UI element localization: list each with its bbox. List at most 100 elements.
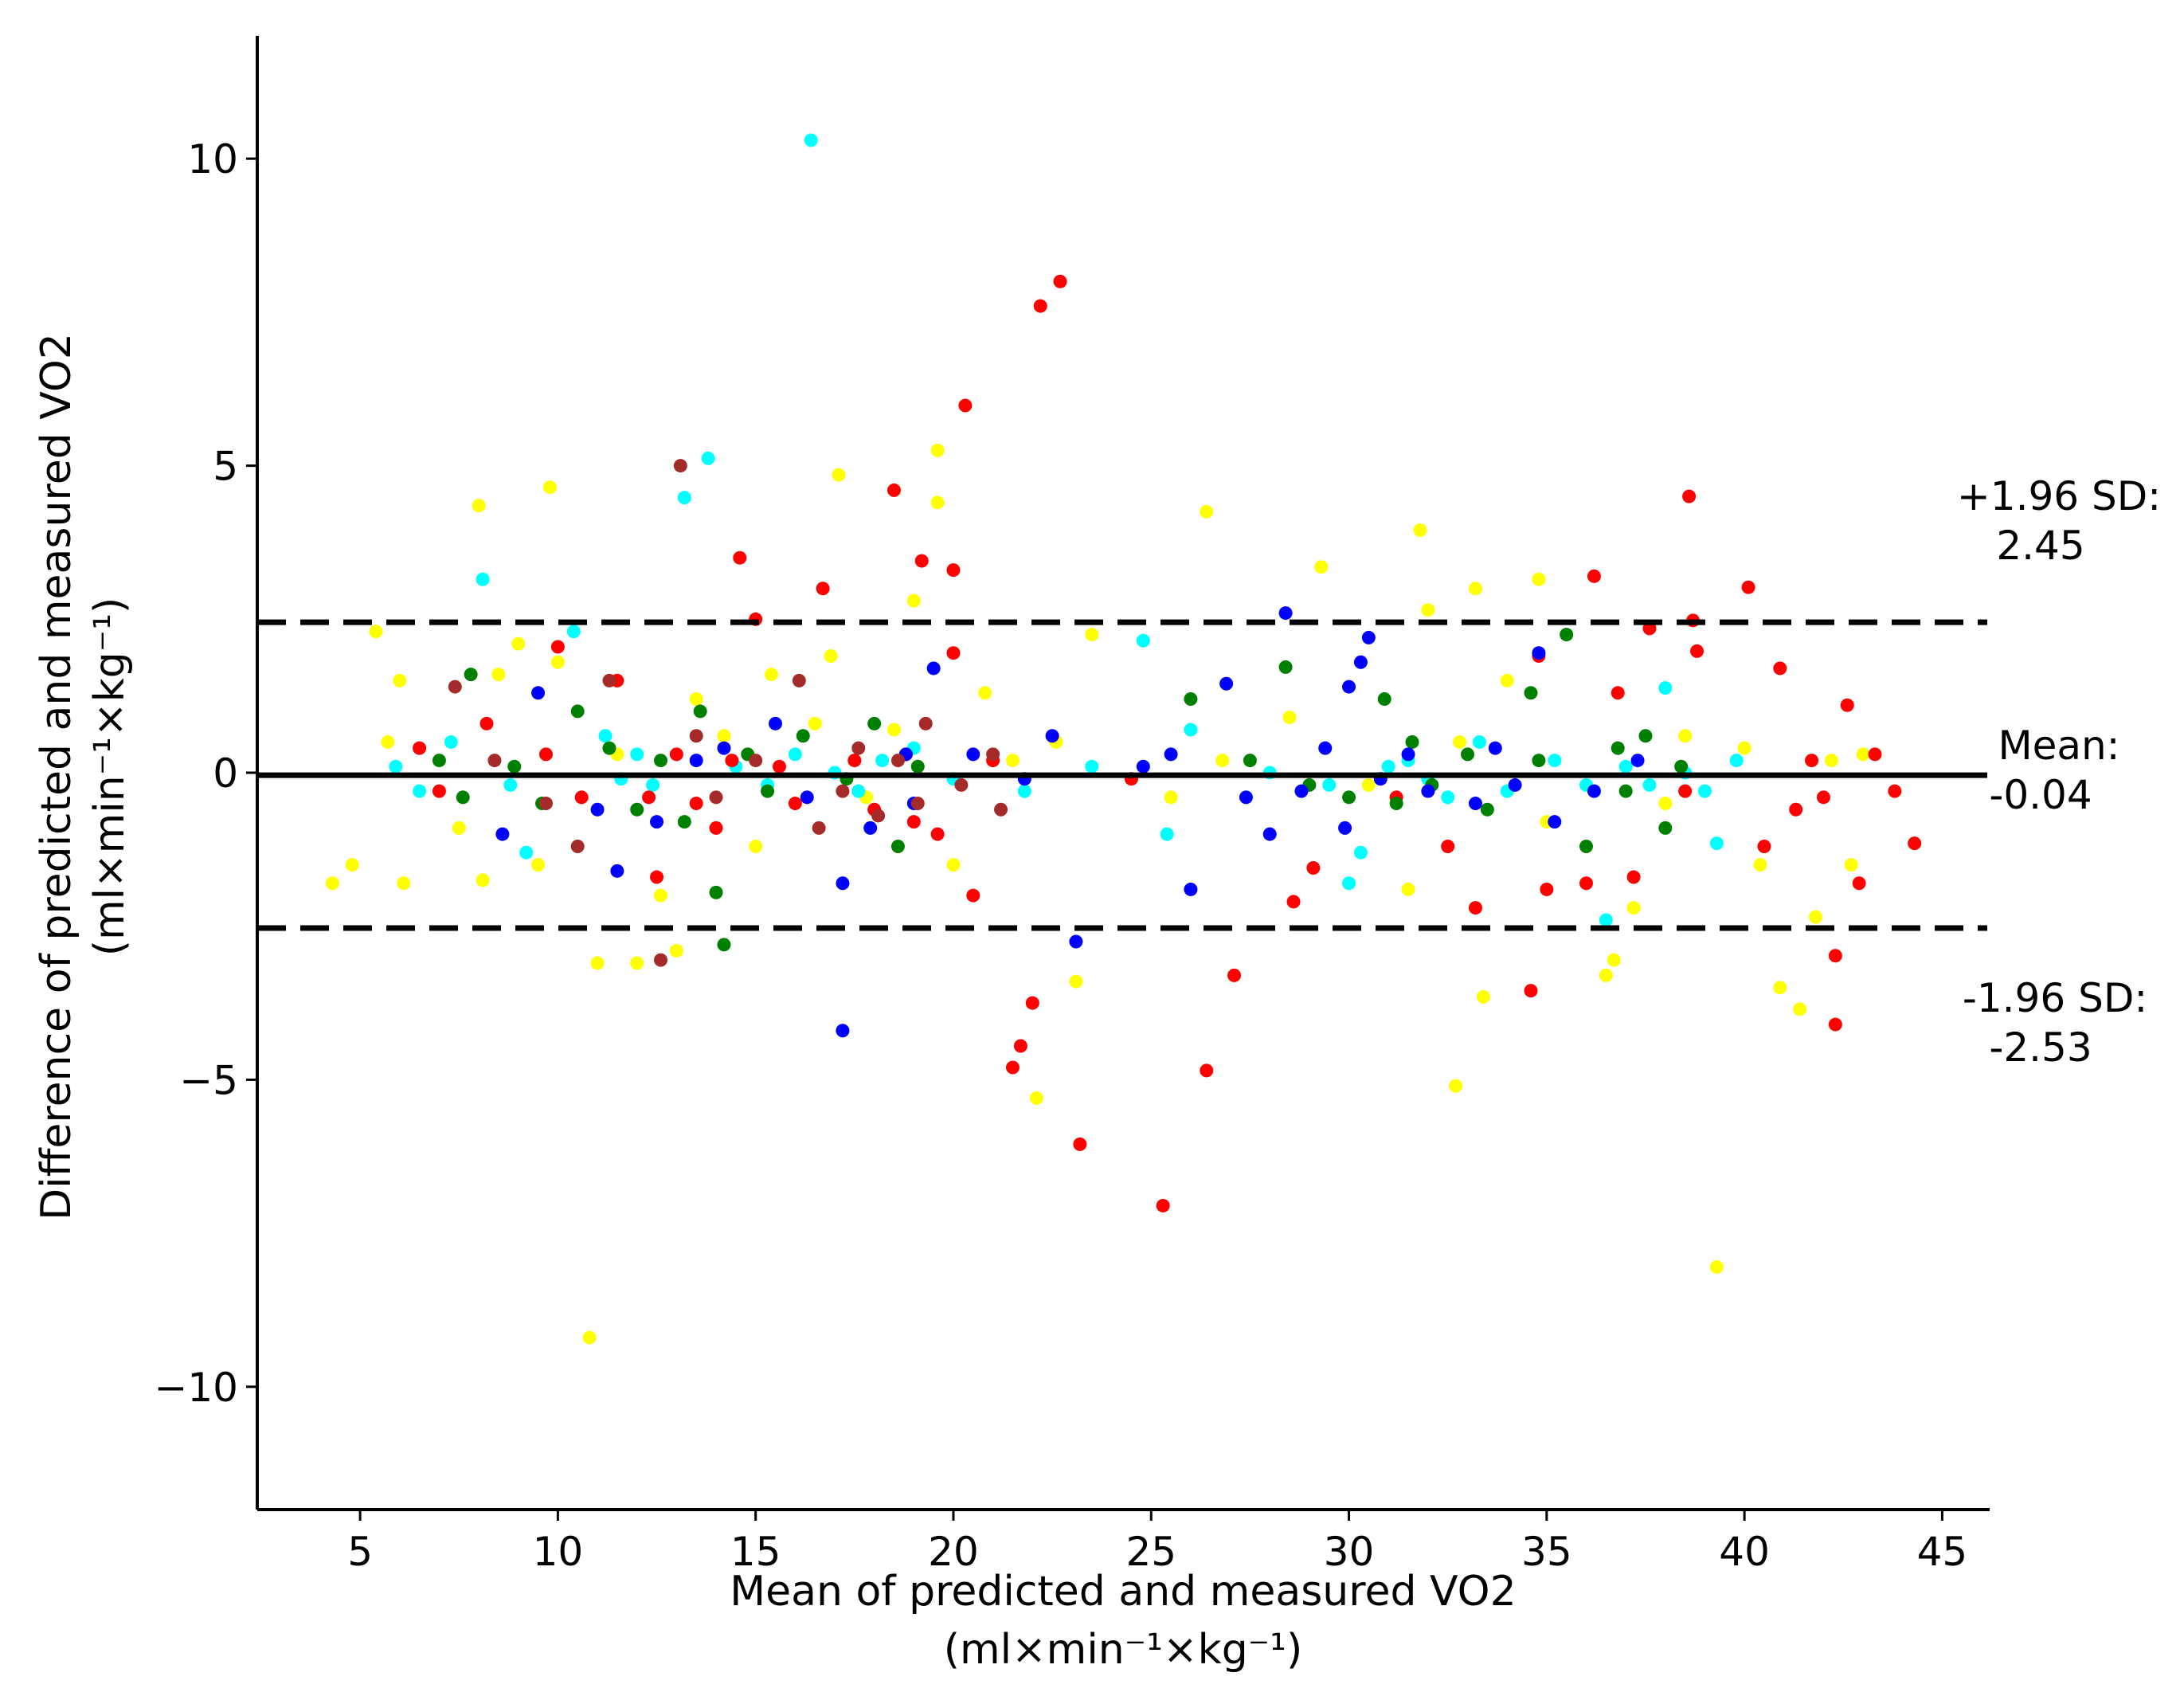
data-point: [812, 821, 826, 835]
data-point: [816, 582, 830, 596]
data-point: [472, 499, 486, 513]
data-point: [1773, 981, 1787, 995]
y-tick-label: 10: [187, 136, 238, 182]
data-point: [1524, 686, 1538, 700]
data-point: [926, 661, 941, 676]
data-point: [1757, 840, 1771, 853]
data-point: [1073, 1137, 1087, 1151]
data-point: [1389, 797, 1403, 811]
data-point: [887, 483, 901, 497]
data-point: [836, 784, 850, 798]
data-point: [1560, 628, 1574, 642]
data-point: [1322, 777, 1337, 792]
data-point: [717, 729, 731, 743]
data-point: [574, 790, 589, 805]
data-point: [800, 790, 814, 805]
data-point: [1840, 698, 1854, 712]
data-point: [1085, 759, 1099, 774]
data-point: [1156, 1198, 1170, 1212]
data-point: [1476, 989, 1490, 1004]
data-point: [851, 741, 866, 755]
data-point: [772, 759, 786, 774]
data-point: [1136, 759, 1150, 774]
data-point: [495, 827, 510, 841]
data-point: [930, 827, 945, 841]
data-point: [677, 815, 691, 829]
data-point: [709, 790, 723, 805]
data-point: [709, 821, 723, 835]
data-point: [669, 747, 683, 762]
data-point: [954, 777, 969, 792]
data-point: [1468, 901, 1482, 915]
data-point: [432, 754, 446, 768]
data-point: [978, 686, 992, 700]
data-point: [1472, 734, 1486, 749]
data-point: [914, 554, 929, 568]
data-point: [1468, 797, 1482, 811]
data-point: [1342, 680, 1356, 694]
data-point: [1611, 686, 1625, 700]
data-point: [1449, 1079, 1463, 1093]
data-point: [1548, 815, 1562, 829]
data-point: [1262, 827, 1277, 841]
data-point: [1453, 734, 1467, 749]
data-point: [1805, 754, 1819, 768]
data-point: [804, 133, 818, 147]
y-axis-label: Difference of predicted and measured VO2: [33, 333, 80, 1220]
y-ticks: 10 5 0 −5 −10: [154, 136, 257, 1411]
data-point: [432, 784, 446, 798]
data-point: [890, 754, 905, 768]
data-point: [788, 747, 802, 762]
data-point: [393, 673, 407, 687]
data-point: [590, 802, 605, 817]
data-point: [1239, 790, 1253, 805]
data-point: [1658, 821, 1673, 835]
data-point: [918, 716, 933, 730]
data-point: [1587, 569, 1601, 583]
data-point: [1017, 784, 1031, 798]
data-point: [1709, 836, 1724, 851]
data-point: [1219, 676, 1234, 691]
data-point: [1753, 858, 1767, 872]
scatter-points: [325, 133, 1922, 1345]
data-point: [966, 747, 980, 762]
data-point: [1025, 996, 1039, 1010]
data-point: [847, 754, 862, 768]
data-point: [1856, 747, 1870, 762]
data-point: [1678, 784, 1693, 798]
data-point: [701, 451, 715, 465]
data-point: [503, 777, 518, 792]
data-point: [808, 716, 822, 730]
data-point: [1013, 1039, 1027, 1053]
data-point: [642, 790, 656, 805]
data-point: [1401, 747, 1415, 762]
data-point: [966, 888, 980, 903]
data-point: [1227, 968, 1242, 982]
data-point: [491, 668, 506, 682]
data-point: [1306, 860, 1321, 875]
data-point: [1413, 523, 1427, 538]
x-axis-label-units: (ml×min⁻¹×kg⁻¹): [944, 1626, 1303, 1674]
data-point: [1184, 723, 1198, 737]
data-point: [1164, 747, 1178, 762]
data-point: [1294, 784, 1309, 798]
data-point: [1579, 876, 1593, 891]
data-point: [792, 673, 806, 687]
data-point: [851, 784, 866, 798]
x-tick-label: 40: [1719, 1529, 1770, 1575]
data-point: [1824, 754, 1838, 768]
data-point: [519, 845, 534, 860]
data-point: [448, 680, 462, 694]
data-point: [1844, 858, 1858, 872]
mean-label: Mean:: [1998, 723, 2119, 769]
data-point: [381, 734, 395, 749]
data-point: [832, 468, 846, 482]
data-point: [749, 840, 763, 853]
data-point: [1611, 741, 1625, 755]
data-point: [602, 741, 616, 755]
data-point: [890, 840, 905, 853]
data-point: [733, 550, 747, 565]
data-point: [1626, 901, 1641, 915]
data-point: [1353, 845, 1368, 860]
data-point: [906, 593, 921, 608]
